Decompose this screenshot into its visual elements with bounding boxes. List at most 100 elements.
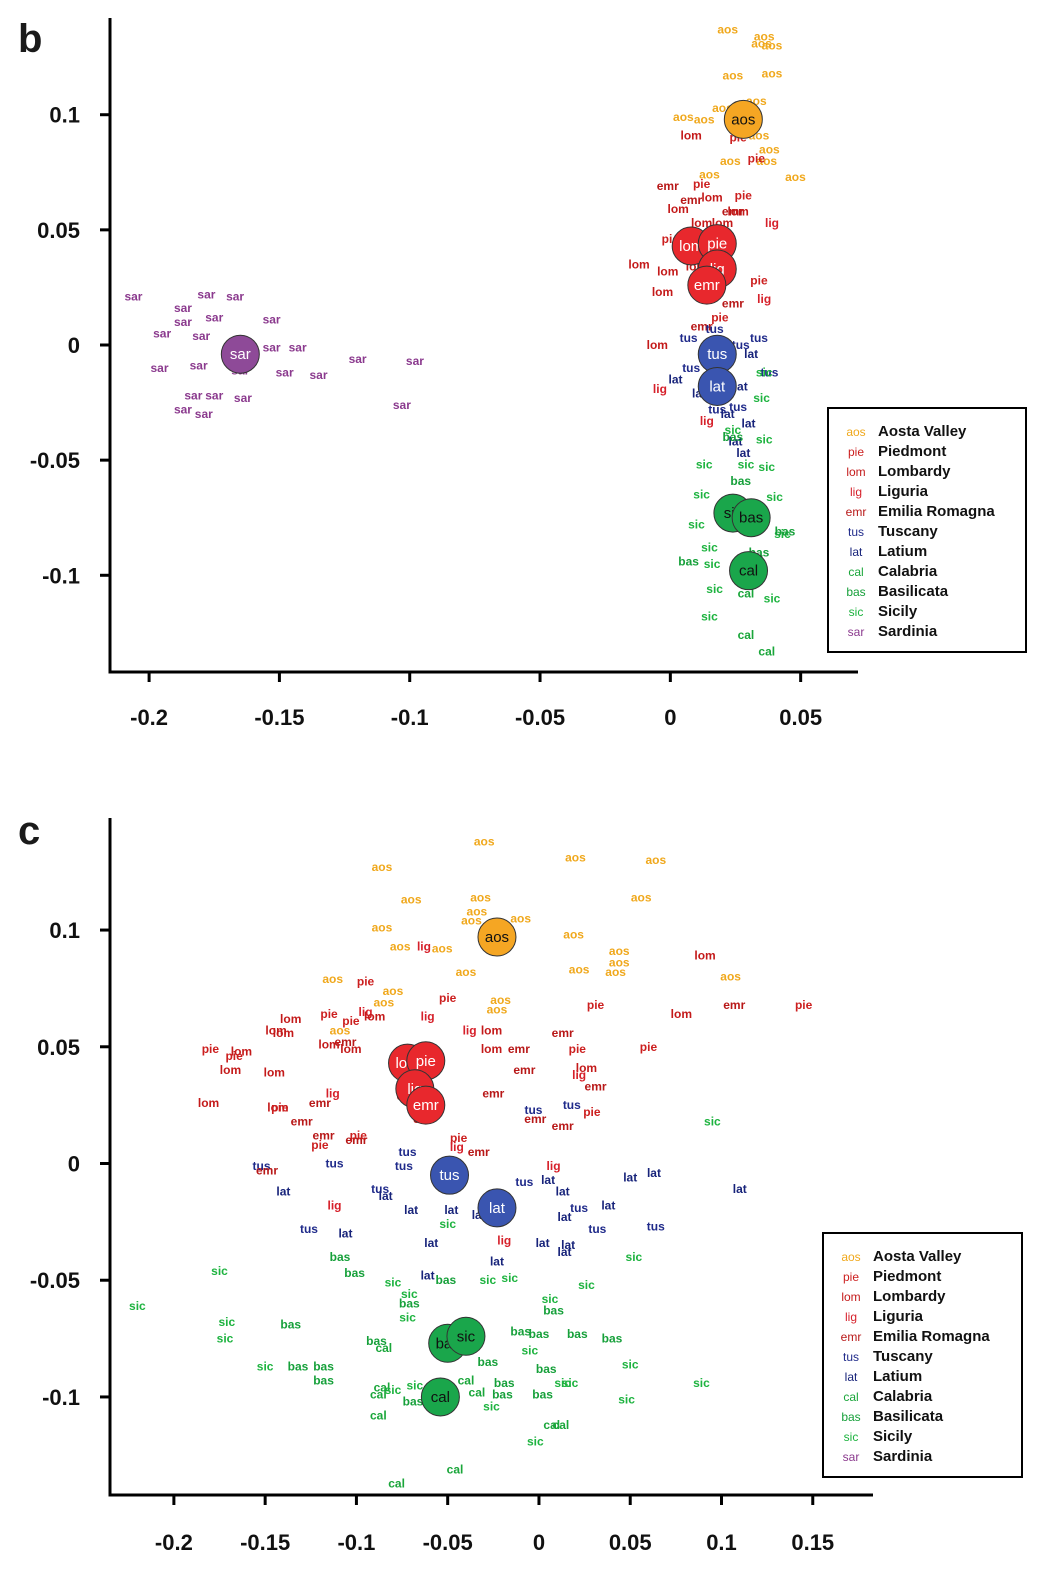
data-point-lom: lom (481, 1042, 502, 1056)
legend-name-lig: Liguria (873, 1308, 924, 1325)
data-point-sic: sic (501, 1271, 518, 1285)
data-point-bas: bas (366, 1334, 387, 1348)
y-tick-label: -0.1 (42, 1385, 80, 1410)
y-tick-label: 0 (68, 1152, 80, 1177)
data-point-aos: aos (490, 993, 511, 1007)
data-point-pie: pie (342, 1014, 360, 1028)
data-point-emr: emr (722, 204, 744, 218)
data-point-tus: tus (682, 361, 700, 375)
data-point-bas: bas (494, 1376, 515, 1390)
data-point-cal: cal (738, 628, 755, 642)
data-point-sar: sar (153, 326, 171, 340)
data-point-bas: bas (399, 1297, 420, 1311)
data-point-tus: tus (395, 1159, 413, 1173)
data-point-sic: sic (758, 460, 775, 474)
data-point-lom: lom (727, 204, 748, 218)
data-point-lig: lig (757, 292, 771, 306)
centroid-cal (420, 1377, 460, 1417)
data-point-tus: tus (706, 322, 724, 336)
data-point-aos: aos (694, 112, 715, 126)
data-point-sic: sic (527, 1434, 544, 1448)
data-point-sic: sic (211, 1264, 228, 1278)
data-point-sic: sic (385, 1383, 402, 1397)
data-point-emr: emr (291, 1114, 313, 1128)
x-tick-label: -0.05 (423, 1530, 473, 1555)
data-point-cal: cal (738, 587, 755, 601)
data-point-lat: lat (728, 435, 742, 449)
data-point-sar: sar (226, 290, 244, 304)
data-point-emr: emr (513, 1063, 535, 1077)
data-point-sar: sar (289, 340, 307, 354)
data-point-pie: pie (439, 991, 457, 1005)
data-point-lom: lom (671, 1007, 692, 1021)
data-point-lat: lat (536, 1236, 550, 1250)
data-point-lat: lat (379, 1189, 393, 1203)
data-point-aos: aos (754, 29, 775, 43)
centroid-label-pie: pie (416, 1053, 436, 1070)
centroid-aos (723, 99, 763, 139)
centroid-lat (697, 366, 737, 406)
data-point-aos: aos (563, 928, 584, 942)
y-tick-label: -0.05 (30, 448, 80, 473)
legend-code-aos: aos (841, 1250, 860, 1264)
y-tick-label: -0.05 (30, 1268, 80, 1293)
x-tick-label: -0.1 (337, 1530, 375, 1555)
data-point-lat: lat (421, 1269, 435, 1283)
data-point-sic: sic (753, 391, 770, 405)
data-point-sic: sic (480, 1273, 497, 1287)
data-point-lig: lig (497, 1234, 511, 1248)
data-point-aos: aos (474, 834, 495, 848)
legend-code-cal: cal (843, 1390, 858, 1404)
data-point-emr: emr (468, 1145, 490, 1159)
data-point-pie: pie (583, 1105, 601, 1119)
legend-code-sic: sic (849, 605, 864, 619)
legend-name-lig: Liguria (878, 483, 929, 500)
data-point-sar: sar (195, 407, 213, 421)
data-point-lig: lig (547, 1159, 561, 1173)
legend-code-sar: sar (848, 625, 865, 639)
data-point-sic: sic (257, 1360, 274, 1374)
legend-code-aos: aos (846, 425, 865, 439)
data-point-sic: sic (483, 1399, 500, 1413)
data-point-lat: lat (744, 347, 758, 361)
data-point-sic: sic (706, 582, 723, 596)
legend-name-emr: Emilia Romagna (873, 1328, 990, 1345)
data-point-sic: sic (542, 1292, 559, 1306)
centroid-label-emr: emr (413, 1097, 439, 1114)
data-point-lat: lat (338, 1227, 352, 1241)
centroid-label-cal: cal (431, 1389, 450, 1406)
data-point-emr: emr (345, 1133, 367, 1147)
data-point-sic: sic (562, 1376, 579, 1390)
x-tick-label: -0.1 (391, 705, 429, 730)
data-point-sar: sar (184, 389, 202, 403)
centroid-label-aos: aos (485, 929, 509, 946)
x-tick-label: -0.2 (155, 1530, 193, 1555)
scatter-plot-b: -0.2 -0.15 -0.1 -0.05 0 0.05 -0.1 -0.05 0 0.05 0.1… (30, 18, 1027, 730)
data-point-lig: lig (421, 1009, 435, 1023)
data-point-bas: bas (313, 1374, 334, 1388)
centroid-label-emr: emr (694, 277, 720, 294)
legend-code-tus: tus (843, 1350, 859, 1364)
legend-name-emr: Emilia Romagna (878, 503, 995, 520)
x-tick-label: -0.05 (515, 705, 565, 730)
data-point-aos: aos (751, 36, 772, 50)
data-point-bas: bas (730, 474, 751, 488)
data-point-lat: lat (623, 1171, 637, 1185)
data-point-lat: lat (733, 1182, 747, 1196)
y-tick-label: 0.05 (37, 218, 80, 243)
legend-box (827, 407, 1027, 653)
x-tick-label: 0.05 (609, 1530, 652, 1555)
data-point-aos: aos (720, 970, 741, 984)
data-point-aos: aos (785, 170, 806, 184)
data-point-pie: pie (225, 1049, 243, 1063)
data-point-bas: bas (288, 1360, 309, 1374)
data-point-tus: tus (708, 402, 726, 416)
centroid-label-lat: lat (489, 1200, 506, 1217)
legend-name-aos: Aosta Valley (873, 1248, 962, 1265)
data-point-aos: aos (762, 66, 783, 80)
data-point-pie: pie (450, 1131, 468, 1145)
data-point-lig: lig (700, 414, 714, 428)
data-point-pie: pie (320, 1007, 338, 1021)
data-point-lat: lat (721, 407, 735, 421)
data-point-cal: cal (458, 1374, 475, 1388)
